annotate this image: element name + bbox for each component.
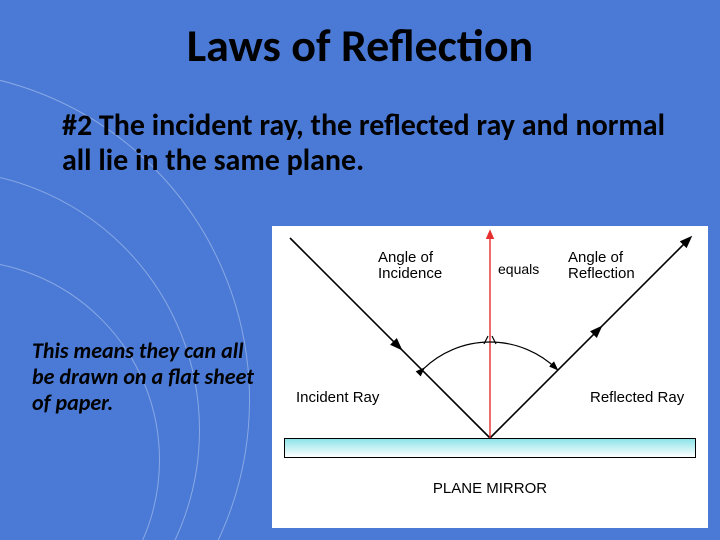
label-equals: equals	[498, 262, 539, 277]
label-angle-reflection: Angle of Reflection	[568, 250, 635, 282]
slide: Laws of Reflection #2 The incident ray, …	[0, 0, 720, 540]
label-angle-incidence: Angle of Incidence	[378, 250, 442, 282]
label-reflected-ray: Reflected Ray	[590, 390, 684, 406]
slide-title: Laws of Reflection	[0, 18, 720, 74]
label-plane-mirror: PLANE MIRROR	[272, 480, 708, 497]
law-text: #2 The incident ray, the reflected ray a…	[62, 108, 680, 179]
label-incident-ray: Incident Ray	[296, 390, 379, 406]
reflection-diagram: Angle of Incidence equals Angle of Refle…	[272, 226, 708, 528]
diagram-svg	[272, 226, 708, 472]
plane-mirror	[284, 438, 696, 458]
caption-text: This means they can all be drawn on a fl…	[32, 338, 262, 416]
